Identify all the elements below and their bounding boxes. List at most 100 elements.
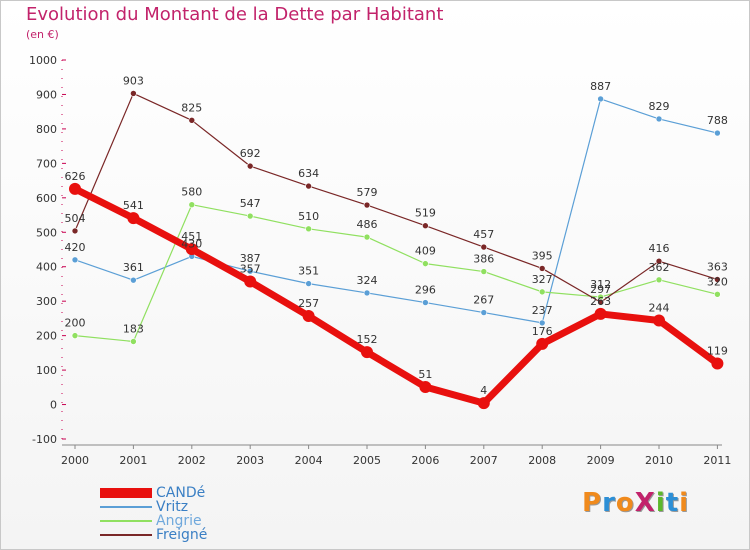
- data-label: 451: [181, 230, 202, 243]
- data-label: 363: [707, 260, 728, 273]
- y-tick-label: 200: [36, 330, 57, 343]
- x-tick-label: 2005: [353, 454, 381, 467]
- x-tick-label: 2010: [645, 454, 673, 467]
- data-label: 176: [532, 325, 553, 338]
- data-label: 183: [123, 322, 144, 335]
- data-point: [363, 289, 371, 297]
- legend-swatch: [100, 520, 152, 522]
- data-point: [71, 332, 79, 339]
- data-point: [127, 212, 140, 225]
- data-point: [480, 309, 488, 316]
- data-label: 395: [532, 249, 553, 262]
- data-point: [480, 243, 488, 251]
- data-point: [188, 201, 196, 209]
- data-label: 409: [415, 245, 436, 258]
- data-point: [422, 260, 429, 267]
- data-point: [714, 129, 721, 137]
- x-tick-label: 2004: [295, 454, 323, 467]
- data-point: [538, 265, 546, 272]
- y-tick-label: 400: [36, 261, 57, 274]
- data-label: 244: [649, 301, 670, 314]
- data-label: 386: [473, 253, 494, 266]
- data-label: 519: [415, 207, 436, 220]
- data-point: [594, 307, 607, 320]
- data-point: [419, 380, 432, 393]
- x-tick-label: 2002: [178, 454, 206, 467]
- data-point: [714, 276, 721, 283]
- data-point: [305, 225, 312, 233]
- data-label: 692: [240, 147, 261, 160]
- data-point: [655, 276, 663, 284]
- data-point: [305, 280, 312, 287]
- data-label: 119: [707, 345, 728, 358]
- data-point: [185, 243, 198, 256]
- data-label: 547: [240, 197, 261, 210]
- y-tick-label: -100: [32, 433, 57, 446]
- series-line: [74, 204, 719, 343]
- data-label: 357: [240, 263, 261, 276]
- data-point: [246, 162, 254, 170]
- data-point: [244, 275, 257, 288]
- x-tick-label: 2011: [703, 454, 731, 467]
- data-label: 579: [357, 186, 378, 199]
- data-label: 626: [65, 170, 86, 183]
- data-label: 312: [590, 278, 611, 291]
- data-label: 634: [298, 167, 319, 180]
- data-label: 152: [357, 333, 378, 346]
- data-point: [597, 298, 604, 306]
- x-tick-label: 2008: [528, 454, 556, 467]
- data-label: 324: [357, 274, 378, 287]
- data-label: 257: [298, 297, 319, 310]
- data-label: 4: [480, 384, 487, 397]
- data-point: [69, 182, 81, 195]
- legend-item: CANDé: [100, 486, 205, 500]
- data-label: 237: [532, 304, 553, 317]
- proxiti-logo: ProXiti: [582, 488, 690, 518]
- data-point: [538, 319, 546, 327]
- data-point: [480, 268, 488, 275]
- data-label: 51: [418, 368, 432, 381]
- data-label: 361: [123, 261, 144, 274]
- data-label: 430: [181, 237, 202, 250]
- x-tick-label: 2001: [119, 454, 147, 467]
- data-label: 296: [415, 284, 436, 297]
- data-point: [536, 337, 549, 350]
- data-point: [597, 95, 604, 103]
- legend-item: Angrie: [100, 514, 202, 528]
- legend-label: CANDé: [156, 485, 206, 501]
- data-label: 541: [123, 199, 144, 212]
- y-tick-label: 500: [36, 226, 57, 239]
- data-label: 200: [65, 317, 86, 330]
- data-point: [130, 338, 137, 345]
- data-label: 504: [65, 212, 86, 225]
- legend-item: Vritz: [100, 500, 188, 514]
- data-point: [711, 357, 724, 370]
- data-label: 387: [240, 252, 261, 265]
- legend-item: Freigné: [100, 528, 207, 542]
- data-label: 351: [298, 265, 319, 278]
- legend-swatch: [100, 506, 152, 508]
- data-point: [130, 90, 137, 97]
- y-tick-label: 600: [36, 192, 57, 205]
- data-point: [188, 116, 196, 124]
- data-label: 362: [649, 261, 670, 274]
- data-label: 416: [649, 242, 670, 255]
- data-point: [305, 182, 312, 190]
- data-point: [130, 276, 137, 284]
- data-label: 825: [181, 101, 202, 114]
- data-point: [71, 256, 79, 264]
- data-point: [653, 314, 665, 327]
- chart-title: Evolution du Montant de la Dette par Hab…: [26, 4, 444, 25]
- data-label: 267: [473, 294, 494, 307]
- data-point: [246, 267, 254, 275]
- data-point: [361, 346, 373, 359]
- data-label: 320: [707, 275, 728, 288]
- y-tick-label: 1000: [29, 54, 57, 67]
- data-point: [422, 222, 429, 230]
- data-label: 788: [707, 114, 728, 127]
- y-tick-label: 900: [36, 88, 57, 101]
- x-tick-label: 2009: [587, 454, 615, 467]
- x-tick-label: 2003: [236, 454, 264, 467]
- series-line: [71, 185, 721, 407]
